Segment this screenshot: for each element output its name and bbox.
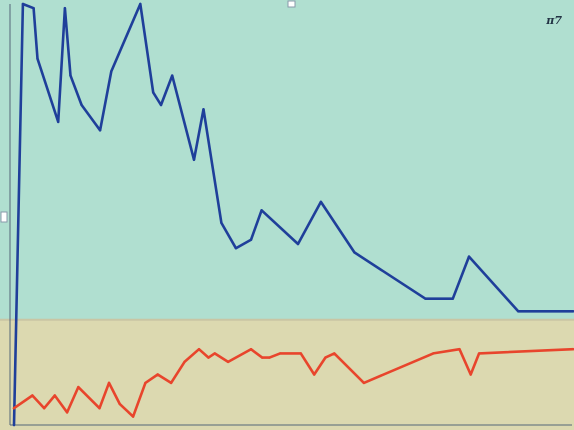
- series-2-point: [118, 402, 121, 406]
- series-1-point: [571, 310, 574, 313]
- series-1-point: [110, 70, 113, 73]
- series-2-point: [144, 381, 147, 385]
- series-1-point: [517, 310, 520, 313]
- series-2-point: [432, 352, 435, 355]
- series-2-point: [131, 415, 135, 418]
- series-2-point: [156, 373, 159, 376]
- series-2-point: [107, 381, 111, 385]
- series-line-1: [12, 2, 574, 427]
- series-1-point: [220, 221, 223, 225]
- series-1-point: [98, 129, 102, 132]
- series-1-point: [159, 103, 163, 107]
- series-2-point: [333, 352, 336, 355]
- series-2-point: [477, 352, 481, 355]
- series-1-point: [152, 91, 155, 94]
- series-2-point: [362, 381, 366, 385]
- series-2-point: [261, 356, 264, 359]
- series-1-point: [12, 423, 16, 427]
- series-2-point: [65, 411, 69, 414]
- series-1-point: [260, 209, 263, 212]
- series-2-point: [458, 348, 461, 351]
- series-1-point: [202, 108, 205, 111]
- series-2-point: [207, 356, 210, 359]
- series-lines: [12, 2, 574, 427]
- series-2-point: [313, 373, 316, 376]
- series-2-point: [43, 407, 46, 410]
- axis-handle-top[interactable]: [287, 0, 296, 8]
- series-1-point: [451, 297, 454, 300]
- series-1-point: [192, 158, 196, 161]
- series-1-point: [171, 74, 174, 77]
- series-1-point: [63, 7, 67, 10]
- chart-labels: π7: [545, 14, 562, 27]
- series-1-point: [32, 7, 35, 10]
- series-2-point: [197, 348, 201, 351]
- series-2-point: [77, 385, 80, 389]
- series-1-point: [57, 120, 60, 124]
- series-1-point: [249, 238, 253, 241]
- series-2-point: [31, 394, 34, 397]
- series-2-point: [278, 352, 282, 355]
- series-1-point: [234, 247, 238, 250]
- series-2-point: [299, 352, 302, 355]
- series-2-point: [249, 348, 253, 351]
- series-1-point: [353, 251, 356, 254]
- series-1-point: [467, 255, 471, 258]
- series-1-point: [296, 242, 300, 246]
- corner-label: π7: [545, 14, 562, 27]
- series-2-point: [213, 352, 216, 355]
- series-1-point: [319, 200, 323, 204]
- series-2-point: [169, 381, 173, 385]
- series-2-point: [324, 356, 327, 359]
- series-1-point: [424, 297, 427, 300]
- axis-handle-left[interactable]: [0, 211, 8, 223]
- series-2-point: [268, 356, 271, 359]
- background-band-2: [0, 319, 574, 430]
- series-1-point: [80, 103, 83, 107]
- series-2-point: [469, 373, 472, 376]
- series-2-point: [183, 360, 186, 364]
- background-band-1: [0, 0, 574, 320]
- series-1-point: [139, 2, 142, 6]
- series-2-point: [98, 407, 101, 410]
- series-2-point: [226, 360, 230, 364]
- series-1-point: [69, 74, 72, 77]
- series-2-point: [53, 394, 56, 397]
- series-1-point: [36, 57, 39, 60]
- series-1-point: [21, 2, 25, 6]
- series-2-point: [12, 407, 16, 410]
- series-2-point: [571, 348, 574, 351]
- series-line-2: [12, 347, 574, 418]
